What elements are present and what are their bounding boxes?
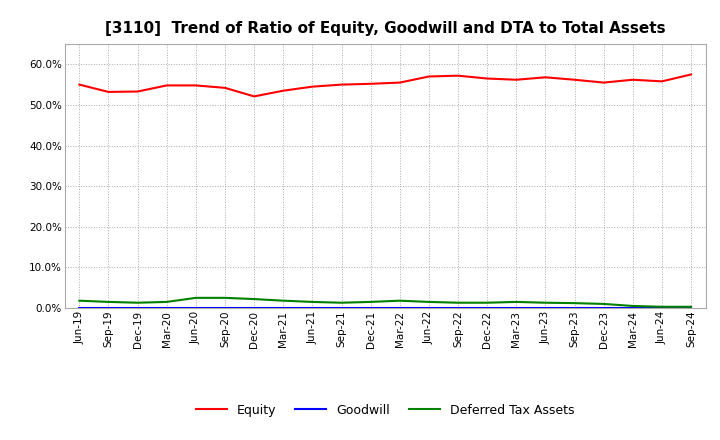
Deferred Tax Assets	[104, 299, 113, 304]
Equity	[192, 83, 200, 88]
Equity	[75, 82, 84, 87]
Deferred Tax Assets	[395, 298, 404, 303]
Deferred Tax Assets	[657, 304, 666, 309]
Deferred Tax Assets	[629, 303, 637, 308]
Equity	[570, 77, 579, 82]
Equity	[657, 79, 666, 84]
Goodwill	[220, 305, 229, 311]
Goodwill	[163, 305, 171, 311]
Equity	[599, 80, 608, 85]
Deferred Tax Assets	[483, 300, 492, 305]
Deferred Tax Assets	[541, 300, 550, 305]
Deferred Tax Assets	[133, 300, 142, 305]
Deferred Tax Assets	[163, 299, 171, 304]
Goodwill	[657, 305, 666, 311]
Equity	[395, 80, 404, 85]
Deferred Tax Assets	[687, 304, 696, 309]
Deferred Tax Assets	[425, 299, 433, 304]
Title: [3110]  Trend of Ratio of Equity, Goodwill and DTA to Total Assets: [3110] Trend of Ratio of Equity, Goodwil…	[105, 21, 665, 36]
Equity	[512, 77, 521, 82]
Deferred Tax Assets	[366, 299, 375, 304]
Goodwill	[337, 305, 346, 311]
Equity	[133, 89, 142, 94]
Deferred Tax Assets	[570, 301, 579, 306]
Equity	[425, 74, 433, 79]
Goodwill	[454, 305, 462, 311]
Deferred Tax Assets	[599, 301, 608, 307]
Equity	[454, 73, 462, 78]
Equity	[104, 89, 113, 95]
Deferred Tax Assets	[250, 297, 258, 302]
Goodwill	[599, 305, 608, 311]
Equity	[687, 72, 696, 77]
Equity	[220, 85, 229, 91]
Deferred Tax Assets	[279, 298, 287, 303]
Goodwill	[629, 305, 637, 311]
Goodwill	[570, 305, 579, 311]
Goodwill	[308, 305, 317, 311]
Equity	[366, 81, 375, 86]
Line: Deferred Tax Assets: Deferred Tax Assets	[79, 298, 691, 307]
Goodwill	[250, 305, 258, 311]
Goodwill	[687, 305, 696, 311]
Equity	[337, 82, 346, 87]
Deferred Tax Assets	[192, 295, 200, 301]
Goodwill	[512, 305, 521, 311]
Deferred Tax Assets	[220, 295, 229, 301]
Goodwill	[541, 305, 550, 311]
Line: Equity: Equity	[79, 74, 691, 96]
Goodwill	[104, 305, 113, 311]
Equity	[163, 83, 171, 88]
Goodwill	[279, 305, 287, 311]
Deferred Tax Assets	[308, 299, 317, 304]
Deferred Tax Assets	[512, 299, 521, 304]
Goodwill	[366, 305, 375, 311]
Goodwill	[192, 305, 200, 311]
Deferred Tax Assets	[337, 300, 346, 305]
Equity	[541, 75, 550, 80]
Equity	[279, 88, 287, 93]
Equity	[308, 84, 317, 89]
Legend: Equity, Goodwill, Deferred Tax Assets: Equity, Goodwill, Deferred Tax Assets	[191, 399, 580, 422]
Equity	[483, 76, 492, 81]
Goodwill	[425, 305, 433, 311]
Deferred Tax Assets	[75, 298, 84, 303]
Equity	[250, 94, 258, 99]
Goodwill	[395, 305, 404, 311]
Equity	[629, 77, 637, 82]
Goodwill	[483, 305, 492, 311]
Goodwill	[75, 305, 84, 311]
Goodwill	[133, 305, 142, 311]
Deferred Tax Assets	[454, 300, 462, 305]
